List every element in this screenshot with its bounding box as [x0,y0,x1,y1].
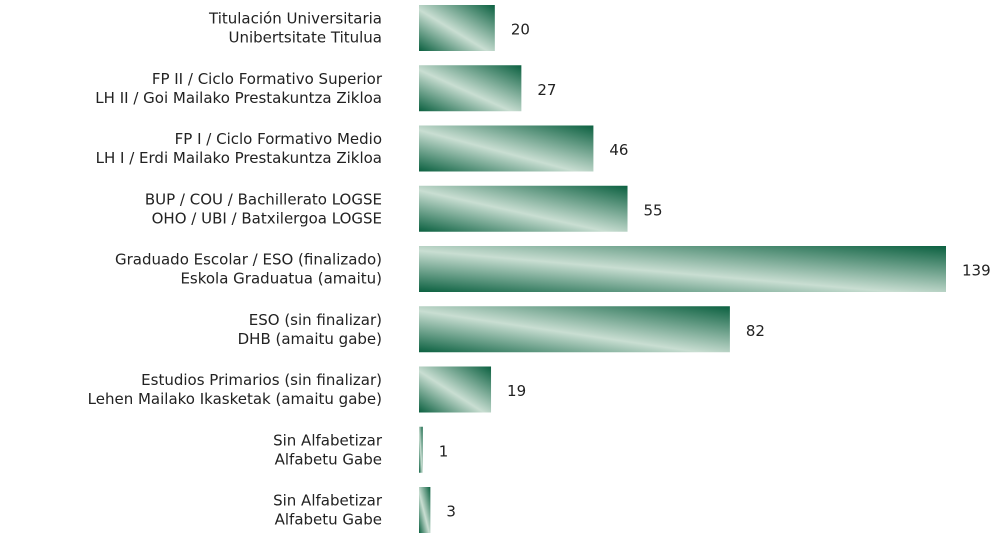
category-label: Graduado Escolar / ESO (finalizado) [115,251,382,269]
category-label: BUP / COU / Bachillerato LOGSE [145,190,382,208]
value-label: 27 [537,81,556,99]
category-label: LH I / Erdi Mailako Prestakuntza Zikloa [96,149,382,167]
category-label: Sin Alfabetizar [273,431,383,449]
category-label: Alfabetu Gabe [275,450,382,468]
category-label: Lehen Mailako Ikasketak (amaitu gabe) [88,390,382,408]
value-label: 139 [962,262,991,280]
category-label: Titulación Universitaria [208,10,382,28]
category-label: DHB (amaitu gabe) [238,330,382,348]
category-label: Sin Alfabetizar [273,492,383,510]
bar [419,65,522,112]
category-label: FP I / Ciclo Formativo Medio [175,130,382,148]
bar [419,185,628,232]
category-label: LH II / Goi Mailako Prestakuntza Zikloa [95,89,382,107]
category-label: Unibertsitate Titulua [228,29,382,47]
bar [419,366,492,413]
value-label: 19 [507,382,526,400]
bar [419,426,423,473]
category-label: ESO (sin finalizar) [249,311,382,329]
bar [419,5,495,51]
category-label: FP II / Ciclo Formativo Superior [152,70,383,88]
category-label: Alfabetu Gabe [275,511,382,529]
value-label: 3 [446,503,456,521]
value-label: 20 [511,21,530,39]
value-label: 46 [609,141,628,159]
value-label: 55 [644,201,663,219]
value-label: 82 [746,322,765,340]
category-label: Estudios Primarios (sin finalizar) [141,371,382,389]
bar [419,487,431,533]
bar [419,306,730,353]
value-label: 1 [439,442,449,460]
bar [419,125,594,172]
category-label: Eskola Graduatua (amaitu) [180,270,382,288]
bar [419,246,946,292]
category-label: OHO / UBI / Batxilergoa LOGSE [152,209,382,227]
